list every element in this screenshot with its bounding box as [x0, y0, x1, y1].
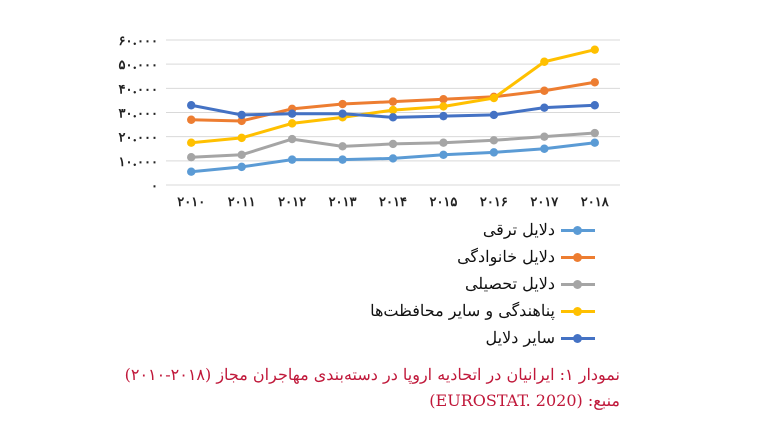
x-tick-label: ۲۰۱۸	[581, 195, 610, 210]
data-point	[388, 97, 398, 106]
data-point	[540, 86, 549, 95]
legend-marker	[561, 334, 595, 343]
data-point	[388, 113, 398, 122]
data-point	[590, 138, 599, 147]
data-point	[388, 105, 398, 115]
data-point	[388, 154, 398, 163]
data-point	[439, 138, 448, 147]
x-tick-label: ۲۰۱۴	[379, 195, 407, 210]
data-point	[540, 57, 549, 66]
legend-label: دلایل تحصیلی	[464, 274, 555, 293]
caption-title: نمودار ۱: ایرانیان در اتحادیه اروپا در د…	[124, 365, 620, 384]
data-point	[338, 109, 347, 118]
x-tick-label: ۲۰۱۰	[177, 195, 205, 210]
legend-marker	[561, 307, 595, 316]
data-point	[388, 139, 398, 149]
data-point	[439, 102, 448, 111]
legend-item-other: سایر دلایل	[380, 326, 595, 353]
series-line	[191, 48, 596, 145]
data-point	[338, 142, 347, 151]
x-axis-ticks: ۲۰۱۰ ۲۰۱۱ ۲۰۱۲ ۲۰۱۳ ۲۰۱۴ ۲۰۱۵ ۲۰۱۶ ۲۰۱۷ ۲۰۱۸	[177, 195, 610, 210]
data-point	[187, 101, 196, 110]
data-point	[590, 128, 599, 138]
x-tick-label: ۲۰۱۵	[429, 195, 457, 210]
data-point	[187, 153, 196, 162]
y-tick-label: ۵۰.۰۰۰	[119, 58, 158, 73]
data-point	[540, 103, 549, 112]
y-tick-label: ۶۰.۰۰۰	[119, 34, 158, 49]
x-tick-label: ۲۰۱۳	[329, 195, 357, 210]
data-point	[237, 150, 246, 159]
y-axis-ticks: ۰ ۱۰.۰۰۰ ۲۰.۰۰۰ ۳۰.۰۰۰ ۴۰.۰۰۰ ۵۰.۰۰۰ ۶۰.۰۰۰	[119, 34, 158, 194]
x-tick-label: ۲۰۱۷	[530, 195, 559, 210]
x-tick-label: ۲۰۱۱	[228, 195, 256, 210]
data-point	[489, 148, 499, 157]
data-point	[287, 109, 297, 118]
data-point	[590, 45, 599, 54]
data-point	[439, 95, 448, 104]
data-point	[287, 155, 297, 164]
data-point	[540, 144, 549, 153]
y-tick-label: ۰	[151, 179, 158, 194]
data-point	[237, 110, 246, 120]
data-point	[489, 136, 499, 145]
legend-item-asylum: پناهندگی و سایر محافظت‌ها	[370, 299, 595, 326]
legend-label: دلایل خانوادگی	[457, 247, 555, 266]
legend: دلایل ترقی دلایل خانوادگی دلایل تحصیلی پ…	[370, 218, 595, 353]
y-tick-label: ۴۰.۰۰۰	[119, 82, 158, 97]
data-point	[187, 115, 196, 124]
legend-label: سایر دلایل	[485, 328, 555, 347]
line-chart: ۰ ۱۰.۰۰۰ ۲۰.۰۰۰ ۳۰.۰۰۰ ۴۰.۰۰۰ ۵۰.۰۰۰ ۶۰.۰۰۰ ۲۰…	[119, 34, 620, 210]
legend-item-family: دلایل خانوادگی	[380, 245, 595, 272]
data-point	[439, 150, 448, 159]
legend-label: دلایل ترقی	[482, 220, 555, 239]
x-tick-label: ۲۰۱۲	[278, 195, 306, 210]
data-point	[287, 119, 297, 128]
data-point	[489, 93, 499, 103]
data-point	[590, 78, 599, 87]
data-point	[187, 138, 196, 147]
data-point	[590, 101, 599, 110]
y-tick-label: ۳۰.۰۰۰	[119, 107, 158, 122]
data-point	[187, 167, 196, 176]
data-point	[237, 116, 246, 126]
y-tick-label: ۱۰.۰۰۰	[119, 155, 158, 170]
legend-item-career: دلایل ترقی	[380, 218, 595, 245]
caption-source: منبع: (EUROSTAT. 2020)	[429, 391, 620, 410]
legend-marker	[561, 226, 595, 235]
data-point	[237, 162, 246, 172]
legend-label: پناهندگی و سایر محافظت‌ها	[370, 301, 555, 320]
data-point	[540, 132, 549, 141]
legend-marker	[561, 253, 595, 262]
data-point	[287, 134, 297, 144]
data-point	[237, 133, 246, 143]
figure-caption: نمودار ۱: ایرانیان در اتحادیه اروپا در د…	[125, 362, 620, 414]
x-tick-label: ۲۰۱۶	[480, 195, 508, 210]
data-point	[439, 111, 448, 121]
legend-marker	[561, 280, 595, 289]
series-lines	[187, 45, 599, 176]
data-point	[489, 110, 499, 120]
data-point	[338, 99, 347, 109]
legend-item-education: دلایل تحصیلی	[380, 272, 595, 299]
y-tick-label: ۲۰.۰۰۰	[119, 131, 158, 146]
data-point	[338, 155, 347, 164]
